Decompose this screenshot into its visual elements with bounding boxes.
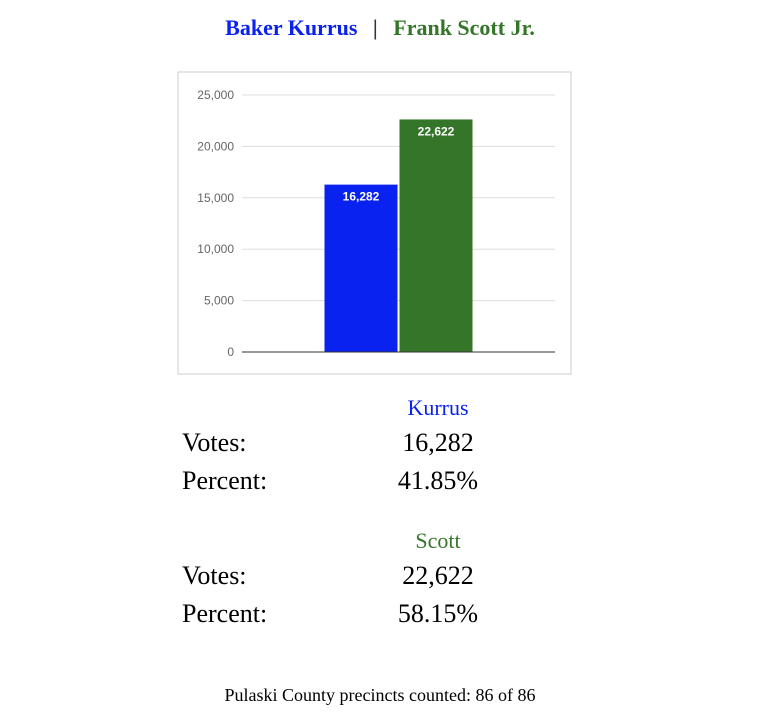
candidate-1: Baker Kurrus [225,15,358,40]
result-value: 58.15% [398,599,478,628]
result-value: 22,622 [402,561,474,590]
result-label: Votes: [182,561,247,590]
result-label: Votes: [182,428,247,457]
y-tick-label: 0 [227,345,234,359]
y-tick-label: 25,000 [197,88,234,102]
result-value: 41.85% [398,466,478,495]
bar [324,184,398,352]
result-value: 16,282 [402,428,474,457]
separator: | [373,15,378,40]
value-label: 16,282 [343,190,380,204]
result-name: Scott [415,528,460,553]
y-tick-label: 5,000 [204,294,234,308]
title: Baker Kurrus | Frank Scott Jr. [225,15,535,40]
value-label: 22,622 [418,124,455,138]
results: Kurrus Votes: 16,282 Percent: 41.85% Scott Vot… [182,395,478,628]
candidate-2: Frank Scott Jr. [393,15,535,40]
footer: Pulaski County precincts counted: 86 of … [225,685,536,705]
y-tick-label: 20,000 [197,139,234,153]
chart: 0 5,000 10,000 15,000 20,000 25,000 16,282 22,6… [197,88,555,359]
y-tick-label: 10,000 [197,242,234,256]
result-label: Percent: [182,599,267,628]
y-tick-label: 15,000 [197,191,234,205]
bar [399,119,473,353]
result-name: Kurrus [407,395,468,420]
result-label: Percent: [182,466,267,495]
